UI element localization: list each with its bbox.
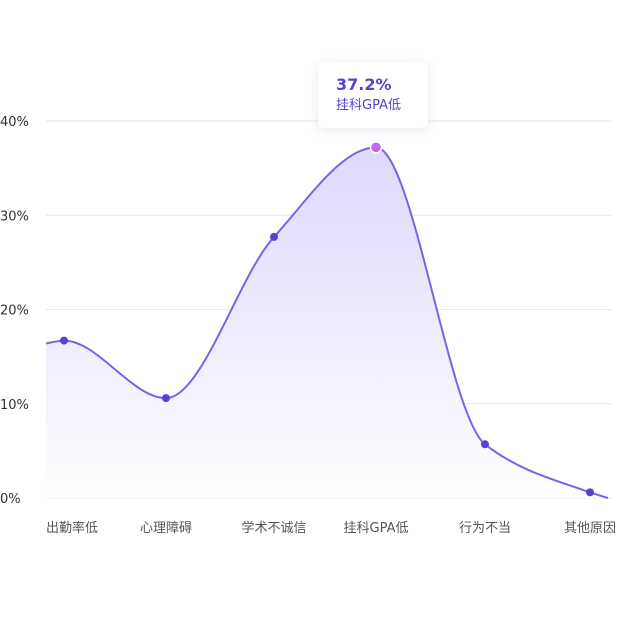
y-tick-label: 30% xyxy=(0,209,29,224)
series-line xyxy=(45,146,609,499)
area-fill xyxy=(46,147,608,498)
data-point-highlighted[interactable] xyxy=(369,141,383,154)
tooltip-label: 挂科GPA低 xyxy=(336,98,401,113)
x-axis: 出勤率低 心理障碍 学术不诚信 挂科GPA低 行为不当 其他原因 xyxy=(46,520,616,536)
x-tick-label: 心理障碍 xyxy=(140,521,192,536)
data-point[interactable] xyxy=(270,232,278,241)
data-point[interactable] xyxy=(586,488,594,497)
x-tick-label: 出勤率低 xyxy=(46,520,98,536)
y-tick-label: 40% xyxy=(0,115,29,130)
tooltip: 37.2% 挂科GPA低 xyxy=(318,62,428,128)
x-tick-label: 行为不当 xyxy=(459,521,511,536)
data-point[interactable] xyxy=(162,394,170,403)
x-tick-label: 其他原因 xyxy=(564,521,616,536)
x-tick-label: 挂科GPA低 xyxy=(344,521,409,536)
tooltip-value: 37.2% xyxy=(336,75,392,94)
data-point[interactable] xyxy=(481,440,489,449)
data-point[interactable] xyxy=(60,336,68,345)
y-tick-label: 10% xyxy=(0,398,29,413)
data-points xyxy=(60,141,594,497)
x-tick-label: 学术不诚信 xyxy=(241,520,306,536)
y-tick-label: 20% xyxy=(0,304,29,319)
y-axis: 0% 10% 20% 30% 40% xyxy=(0,115,29,507)
y-tick-label: 0% xyxy=(0,492,21,507)
